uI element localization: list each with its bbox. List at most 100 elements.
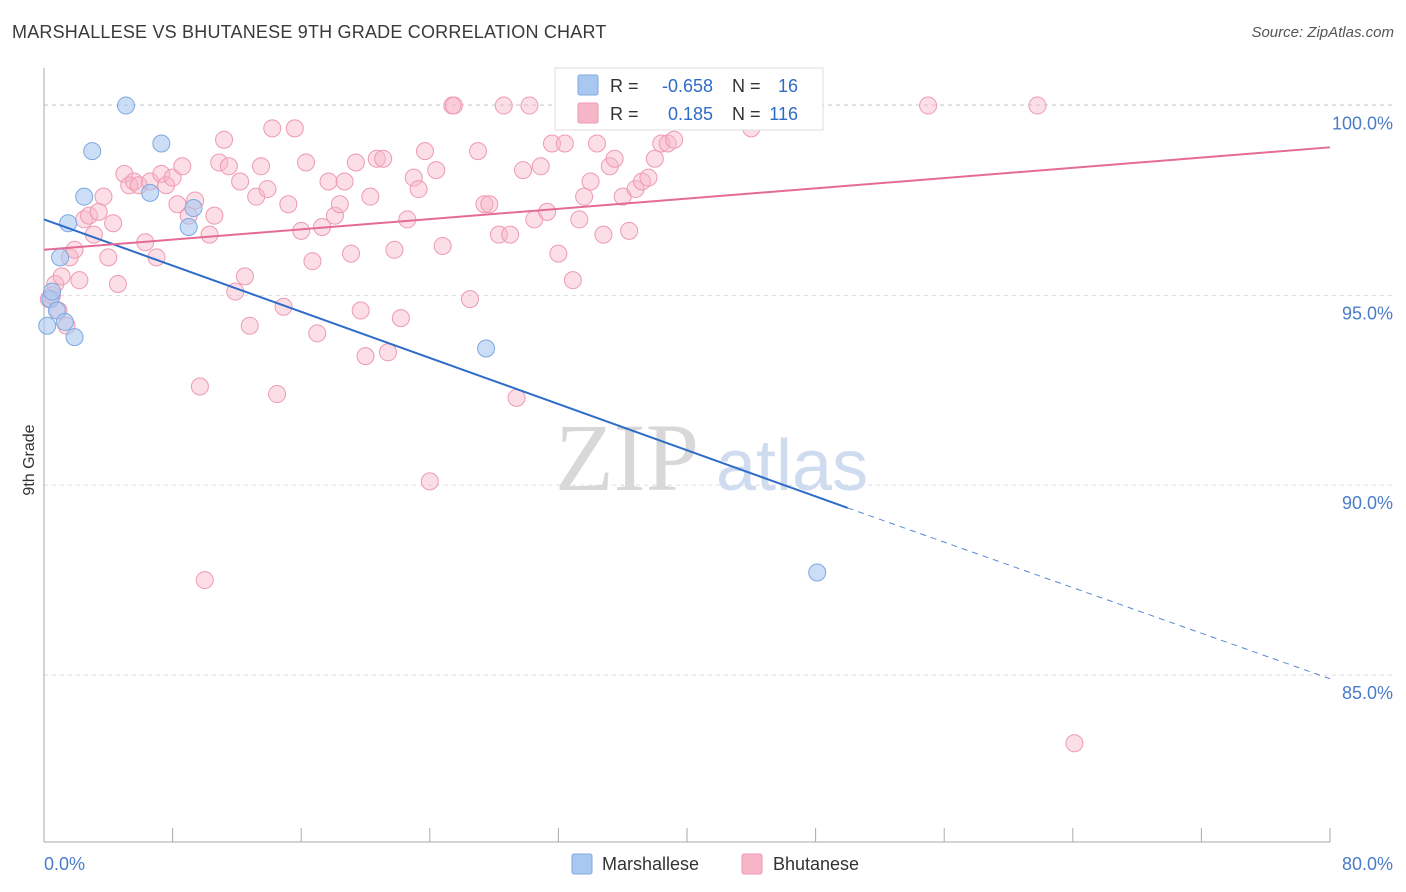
bhutanese-point xyxy=(303,252,322,271)
bhutanese-point xyxy=(205,206,224,225)
bhutanese-point xyxy=(361,187,380,206)
y-axis-label: 9th Grade xyxy=(21,424,38,495)
bhutanese-point xyxy=(70,271,89,290)
axes-layer: 85.0% 90.0% 95.0% 100.0% 0.0% 80.0% xyxy=(43,68,1393,874)
bhutanese-point xyxy=(65,240,84,259)
bhutanese-point xyxy=(665,130,684,149)
marshallese-trend-extension xyxy=(847,507,1331,680)
marshallese-point xyxy=(55,312,74,331)
bhutanese-point xyxy=(919,96,938,115)
bhutanese-point xyxy=(330,195,349,214)
bhutanese-point xyxy=(385,240,404,259)
marshallese-point xyxy=(43,282,62,301)
bhutanese-point xyxy=(575,187,594,206)
bhutanese-point xyxy=(292,221,311,240)
x-tick-label-max: 80.0% xyxy=(1342,854,1393,874)
marshallese-point xyxy=(38,316,57,335)
bhutanese-point xyxy=(80,206,99,225)
watermark: ZIP atlas xyxy=(555,404,868,511)
marshallese-point xyxy=(808,563,827,582)
bhutanese-point xyxy=(210,153,229,172)
bhutanese-point xyxy=(409,180,428,199)
bhutanese-point xyxy=(587,134,606,153)
stats-swatch-bhutanese xyxy=(577,102,599,124)
bhutanese-point xyxy=(346,153,365,172)
bhutanese-point xyxy=(285,119,304,138)
bhutanese-point xyxy=(219,157,238,176)
bhutanese-point xyxy=(555,134,574,153)
bhutanese-point xyxy=(444,96,463,115)
bhutanese-point xyxy=(520,96,539,115)
bhutanese-point xyxy=(319,172,338,191)
stats-r-label-bhutanese: R = xyxy=(610,104,639,124)
legend-swatch-bhutanese xyxy=(741,853,763,875)
bhutanese-point xyxy=(367,149,386,168)
bhutanese-point xyxy=(335,172,354,191)
bhutanese-point xyxy=(639,168,658,187)
bhutanese-point xyxy=(420,472,439,491)
bhutanese-point xyxy=(195,571,214,590)
legend-label-bhutanese: Bhutanese xyxy=(773,854,859,874)
bhutanese-point xyxy=(379,343,398,362)
bhutanese-point xyxy=(626,180,645,199)
bhutanese-point xyxy=(645,149,664,168)
x-tick-label-min: 0.0% xyxy=(44,854,85,874)
grid-layer xyxy=(44,104,1394,676)
marshallese-point xyxy=(116,96,135,115)
stats-r-value-bhutanese: 0.185 xyxy=(668,104,713,124)
trend-layer xyxy=(43,146,1331,680)
bhutanese-point xyxy=(279,195,298,214)
marshallese-point xyxy=(141,183,160,202)
bhutanese-point xyxy=(308,324,327,343)
points-layer xyxy=(38,96,1084,753)
stats-r-value-marshallese: -0.658 xyxy=(662,76,713,96)
bhutanese-point xyxy=(115,164,134,183)
bhutanese-point xyxy=(89,202,108,221)
bhutanese-point xyxy=(94,187,113,206)
marshallese-point xyxy=(477,339,496,358)
y-tick-label: 90.0% xyxy=(1342,493,1393,513)
marshallese-point xyxy=(184,199,203,218)
bhutanese-point xyxy=(594,225,613,244)
bhutanese-point xyxy=(351,301,370,320)
bhutanese-point xyxy=(563,271,582,290)
bhutanese-point xyxy=(501,225,520,244)
stats-r-label-marshallese: R = xyxy=(610,76,639,96)
bhutanese-point xyxy=(152,164,171,183)
stats-swatch-marshallese xyxy=(577,74,599,96)
bhutanese-point xyxy=(99,248,118,267)
watermark-zip: ZIP xyxy=(555,404,699,511)
bhutanese-point xyxy=(542,134,561,153)
y-tick-label: 95.0% xyxy=(1342,303,1393,323)
bhutanese-point xyxy=(240,316,259,335)
bhutanese-point xyxy=(404,168,423,187)
bhutanese-point xyxy=(52,267,71,286)
bhutanese-point xyxy=(268,385,287,404)
bhutanese-point xyxy=(531,157,550,176)
y-tick-label: 85.0% xyxy=(1342,683,1393,703)
bhutanese-point xyxy=(581,172,600,191)
y-tick-label: 100.0% xyxy=(1332,114,1393,134)
bhutanese-point xyxy=(190,377,209,396)
bhutanese-point xyxy=(200,225,219,244)
stats-box: R = -0.658 N = 16 R = 0.185 N = 116 xyxy=(554,67,824,131)
legend-swatch-marshallese xyxy=(571,853,593,875)
bhutanese-point xyxy=(356,347,375,366)
legend-label-marshallese: Marshallese xyxy=(602,854,699,874)
bhutanese-point xyxy=(1028,96,1047,115)
bhutanese-point xyxy=(252,157,271,176)
chart-source: Source: ZipAtlas.com xyxy=(1251,24,1394,41)
stats-box-frame xyxy=(554,67,824,131)
marshallese-point xyxy=(152,134,171,153)
bhutanese-point xyxy=(108,274,127,293)
marshallese-trend-line xyxy=(43,218,849,509)
stats-n-label-bhutanese: N = xyxy=(732,104,761,124)
bhutanese-point xyxy=(570,210,589,229)
bhutanese-point xyxy=(342,244,361,263)
bhutanese-point xyxy=(475,195,494,214)
bhutanese-point xyxy=(391,309,410,328)
bhutanese-point xyxy=(605,149,624,168)
marshallese-point xyxy=(75,187,94,206)
bhutanese-point xyxy=(235,267,254,286)
